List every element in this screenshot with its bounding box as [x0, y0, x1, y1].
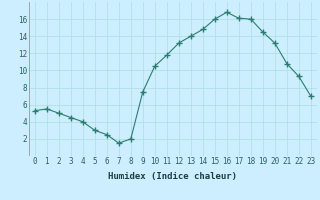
X-axis label: Humidex (Indice chaleur): Humidex (Indice chaleur)	[108, 172, 237, 181]
